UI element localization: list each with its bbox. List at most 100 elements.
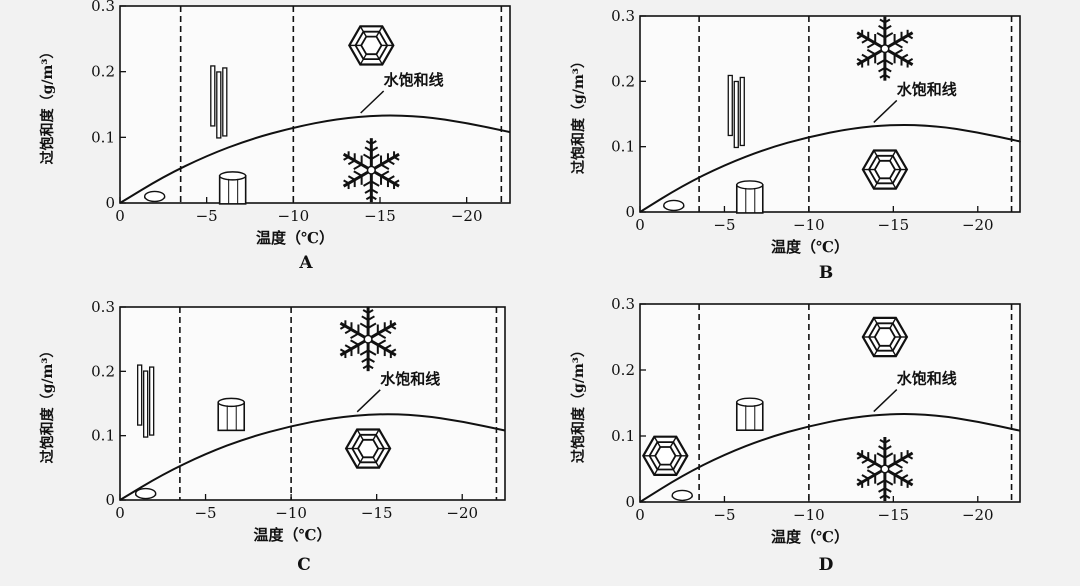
- dendrite-branch: [894, 462, 903, 469]
- dendrite-icon: [856, 437, 914, 501]
- plate-top: [143, 190, 166, 203]
- plate-top: [663, 199, 685, 212]
- dendrite-branch: [876, 32, 886, 39]
- plot-frame: [639, 303, 1021, 503]
- series-label-leader: [873, 389, 898, 413]
- dendrite-branch: [361, 357, 369, 363]
- x-tick-label: −10: [793, 216, 825, 234]
- needle: [216, 71, 222, 139]
- dendrite-branch: [866, 42, 876, 49]
- dendrite-branch: [380, 163, 390, 170]
- needle: [143, 370, 149, 438]
- x-tick-label: −5: [713, 216, 735, 234]
- dendrite-core: [880, 464, 890, 474]
- dendrite-branch: [380, 170, 390, 177]
- hex-spoke: [653, 436, 661, 448]
- needle: [222, 67, 228, 137]
- y-tick-label: 0: [625, 493, 635, 511]
- hex-spoke: [873, 177, 881, 189]
- dendrite-branch: [393, 179, 400, 185]
- dendrite-branch: [343, 179, 350, 185]
- dendrite-icon: [339, 307, 397, 372]
- dendrite-branch: [907, 455, 914, 460]
- dendrite-branch: [907, 478, 914, 483]
- plot-frame: [119, 306, 506, 501]
- y-tick-label: 0.2: [91, 362, 115, 380]
- hex-plate-icon: [861, 149, 909, 190]
- dendrite-branch: [884, 32, 894, 39]
- dendrite-branch: [361, 315, 369, 321]
- dendrite-branch: [339, 325, 346, 330]
- dendrite-branch: [377, 339, 387, 346]
- dendrite-branch: [350, 332, 359, 339]
- chart-panel-d: 0 −5 −10 −15 −20 0 0.1 0.2 0.3 温度（℃） 过饱和度（g/m³） D 水饱…: [570, 295, 1021, 575]
- dendrite-branch: [907, 58, 914, 63]
- hex-spoke: [889, 317, 897, 329]
- y-tick-label: 0.1: [91, 128, 115, 146]
- series-label: 水饱和线: [897, 80, 957, 98]
- dendrite-branch: [370, 153, 380, 160]
- dendrite-branch: [359, 349, 369, 356]
- dendrite-branch: [876, 452, 886, 459]
- column-icon: [218, 171, 247, 205]
- x-tick-label: 0: [115, 504, 125, 522]
- dendrite-branch: [884, 59, 894, 66]
- dendrite-core: [880, 44, 890, 54]
- dendrite-branch: [884, 494, 891, 499]
- dendrite-branch: [878, 445, 886, 451]
- y-tick-label: 0.1: [611, 427, 635, 445]
- dendrite-branch: [878, 24, 886, 31]
- dendrite-icon: [856, 16, 914, 81]
- dendrite-branch: [884, 479, 894, 486]
- series-line: [639, 413, 1021, 503]
- dendrite-core: [363, 334, 373, 344]
- dendrite-branch: [390, 325, 397, 330]
- x-tick-label: −10: [275, 504, 307, 522]
- panel-letter: C: [297, 555, 311, 575]
- column-icon: [735, 397, 764, 432]
- column-body: [217, 401, 246, 432]
- dendrite-branch: [884, 18, 891, 24]
- hex-spoke: [653, 464, 661, 476]
- hex-spoke: [873, 150, 881, 162]
- panel-letter: A: [298, 253, 313, 273]
- dendrite-branch: [350, 339, 359, 346]
- y-tick-label: 0: [625, 203, 635, 221]
- plate-icon: [671, 489, 693, 502]
- dendrite-branch: [884, 487, 892, 493]
- series-label: 水饱和线: [897, 370, 957, 388]
- y-tick-label: 0: [105, 491, 115, 509]
- dendrite-branch: [856, 34, 863, 40]
- dendrite-branch: [894, 42, 903, 49]
- dendrite-branch: [365, 140, 372, 145]
- dendrite-branch: [367, 315, 375, 321]
- series-line: [639, 123, 1021, 213]
- dendrite-branch: [861, 38, 869, 44]
- series-line: [119, 413, 506, 501]
- x-tick-label: −15: [878, 216, 910, 234]
- dendrite-branch: [359, 322, 369, 329]
- x-tick-label: −15: [878, 506, 910, 524]
- hex-spoke: [356, 456, 364, 468]
- dendrite-icon: [342, 138, 400, 203]
- hex-plate-icon: [861, 316, 909, 358]
- y-tick-label: 0.3: [91, 298, 115, 316]
- y-axis-label: 过饱和度（g/m³）: [39, 344, 56, 464]
- hex-spoke: [359, 53, 367, 65]
- dendrite-branch: [907, 34, 914, 40]
- dendrite-branch: [894, 48, 903, 56]
- dendrite-branch: [370, 146, 379, 152]
- dendrite-branch: [370, 195, 377, 201]
- dendrite-branch: [339, 348, 346, 354]
- dendrite-branch: [365, 195, 372, 201]
- dendrite-branch: [377, 332, 387, 339]
- dendrite-branch: [856, 58, 863, 63]
- series-label-leader: [360, 90, 385, 114]
- dendrite-branch: [901, 474, 909, 480]
- x-tick-label: −5: [194, 504, 216, 522]
- series-label: 水饱和线: [384, 71, 444, 89]
- hex-spoke: [372, 429, 380, 441]
- dendrite-branch: [364, 188, 372, 194]
- x-tick-label: −10: [278, 207, 310, 225]
- series-label-leader: [356, 389, 381, 413]
